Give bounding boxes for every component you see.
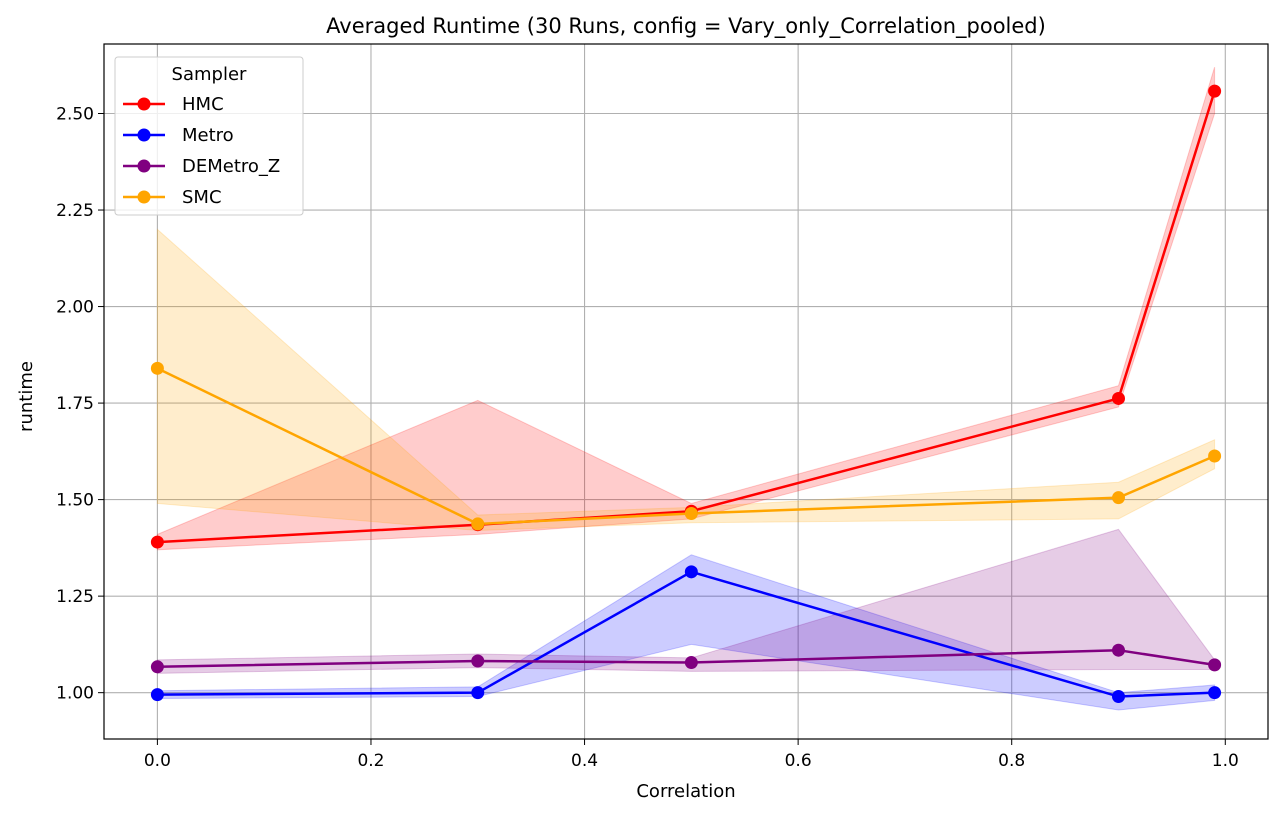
legend-marker xyxy=(137,128,151,142)
x-tick-label: 0.2 xyxy=(357,751,384,771)
legend-label: DEMetro_Z xyxy=(182,156,280,177)
y-axis-title: runtime xyxy=(16,361,37,432)
plot-frame xyxy=(103,43,1269,740)
point-smc xyxy=(471,517,485,531)
legend-marker xyxy=(137,190,151,204)
point-demetro-z xyxy=(1208,658,1222,672)
series-points xyxy=(150,84,1222,704)
point-hmc xyxy=(150,535,164,549)
legend-title: Sampler xyxy=(172,64,247,85)
legend-label: Metro xyxy=(182,125,234,146)
point-smc xyxy=(1208,449,1222,463)
point-metro xyxy=(150,688,164,702)
y-tick-label: 2.50 xyxy=(56,105,94,125)
legend-label: HMC xyxy=(182,94,224,115)
band-hmc xyxy=(156,67,1216,551)
y-tick-label: 2.25 xyxy=(56,201,94,221)
axis-ticks: 0.0 0.2 0.4 0.6 0.8 1.0 1.00 1.25 1.50 1.75 2.00 2.… xyxy=(56,105,1239,772)
y-tick-label: 1.00 xyxy=(56,684,94,704)
legend-label: SMC xyxy=(182,187,222,208)
x-axis-title: Correlation xyxy=(636,781,735,802)
chart-title: Averaged Runtime (30 Runs, config = Vary… xyxy=(326,14,1046,39)
legend-marker xyxy=(137,97,151,111)
point-hmc xyxy=(1111,391,1125,405)
x-tick-label: 0.0 xyxy=(144,751,171,771)
x-tick-label: 0.6 xyxy=(785,751,812,771)
point-smc xyxy=(150,361,164,375)
point-smc xyxy=(684,507,698,521)
x-tick-label: 0.4 xyxy=(571,751,598,771)
point-demetro-z xyxy=(471,654,485,668)
legend-box xyxy=(114,56,304,216)
band-smc xyxy=(156,228,1216,532)
confidence-bands xyxy=(156,67,1216,711)
legend-marker xyxy=(137,159,151,173)
x-tick-label: 1.0 xyxy=(1212,751,1239,771)
band-metro xyxy=(156,554,1216,711)
point-metro xyxy=(1111,690,1125,704)
point-demetro-z xyxy=(684,656,698,670)
y-tick-label: 1.75 xyxy=(56,394,94,414)
legend: Sampler HMC Metro DEMetro_Z SMC xyxy=(114,56,304,216)
legend-items: HMC Metro DEMetro_Z SMC xyxy=(123,94,280,208)
x-tick-label: 0.8 xyxy=(998,751,1025,771)
point-metro xyxy=(684,565,698,579)
point-hmc xyxy=(1208,84,1222,98)
point-metro xyxy=(1208,686,1222,700)
point-metro xyxy=(471,686,485,700)
point-demetro-z xyxy=(150,660,164,674)
y-tick-label: 2.00 xyxy=(56,298,94,318)
y-tick-label: 1.50 xyxy=(56,491,94,511)
point-demetro-z xyxy=(1111,643,1125,657)
y-tick-label: 1.25 xyxy=(56,587,94,607)
point-smc xyxy=(1111,491,1125,505)
